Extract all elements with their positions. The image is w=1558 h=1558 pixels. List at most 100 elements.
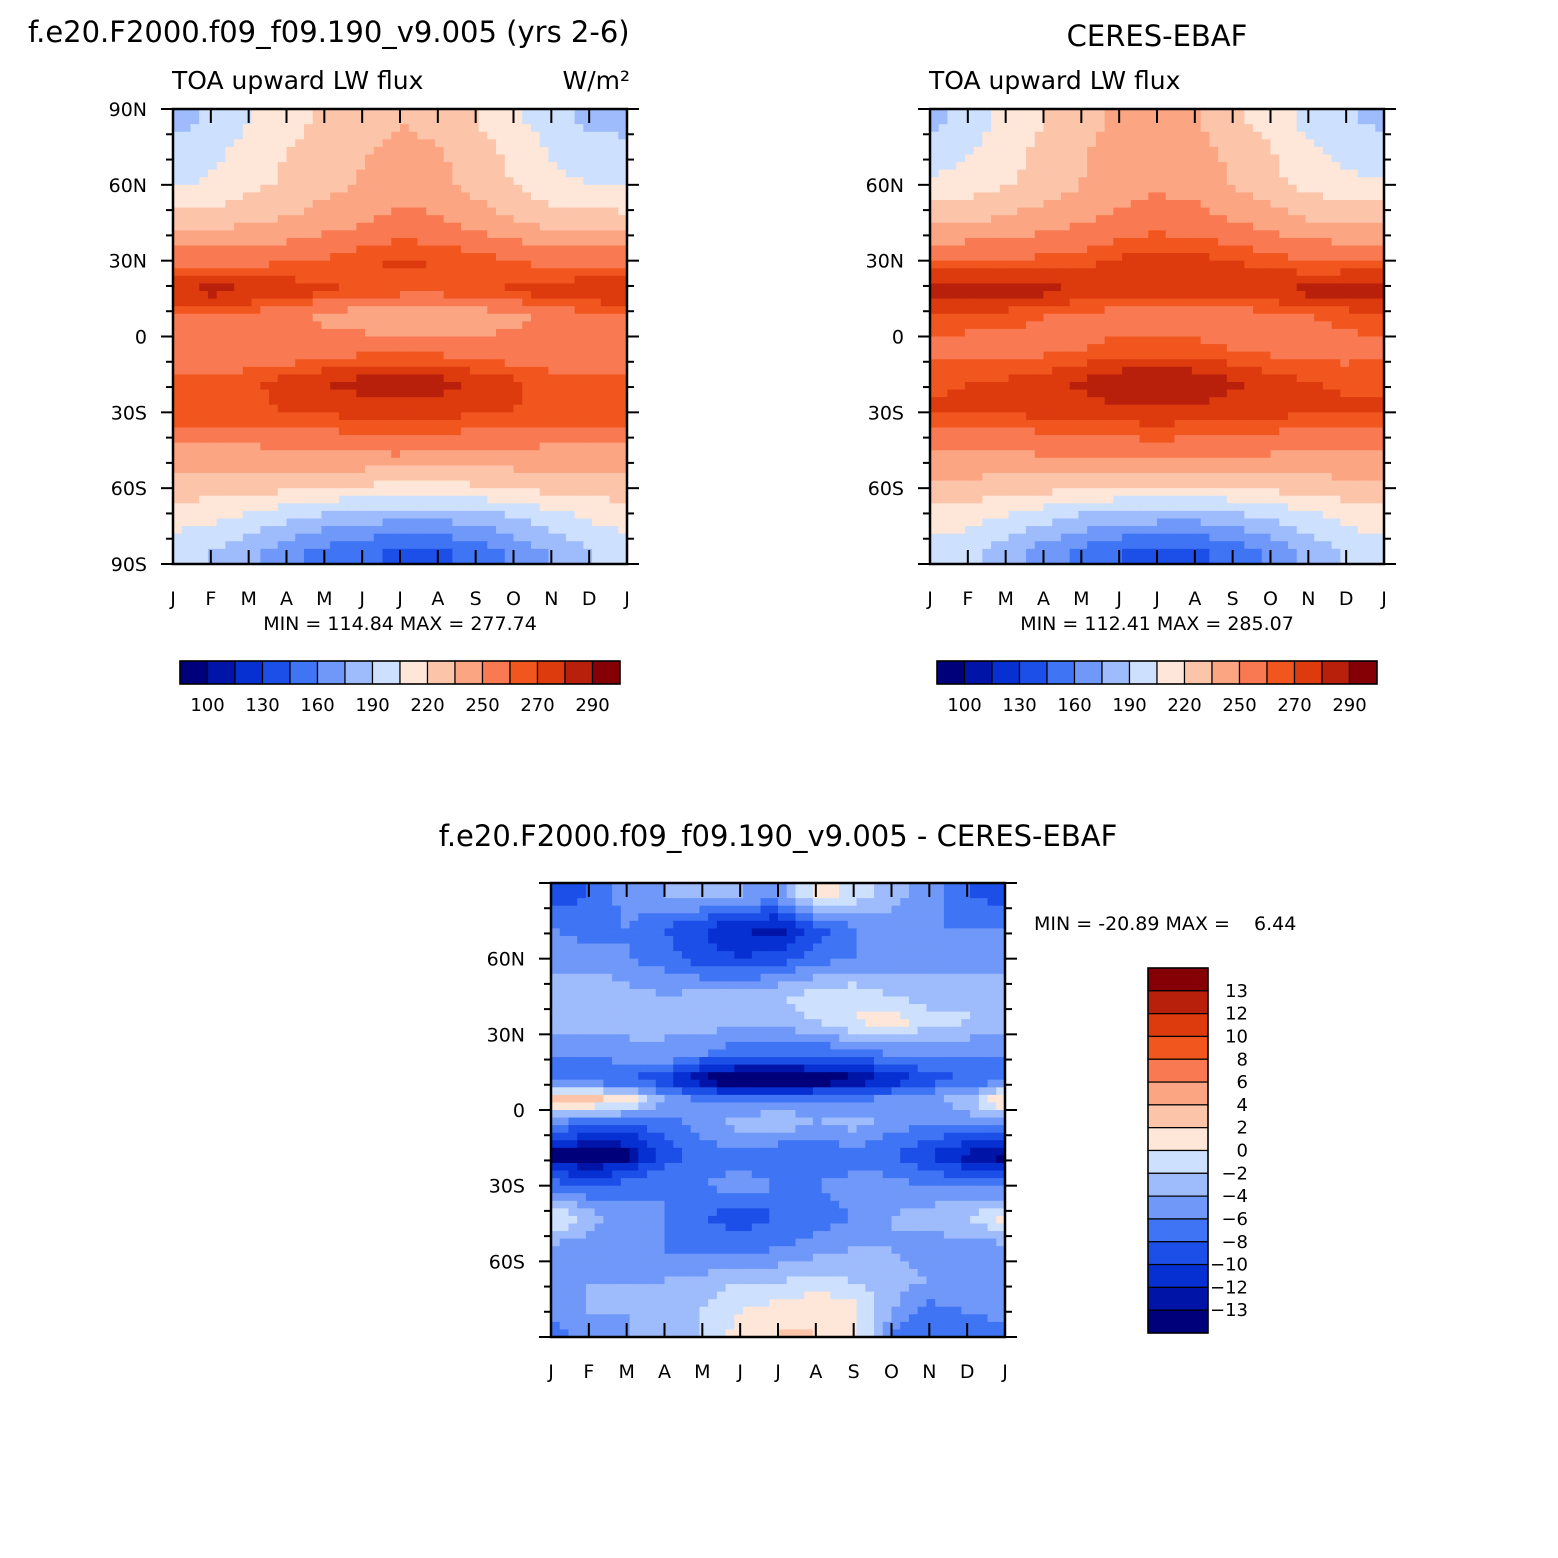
heatmap-cell: [1026, 260, 1036, 269]
heatmap-cell: [330, 154, 340, 163]
heatmap-cell: [426, 510, 436, 520]
heatmap-cell: [373, 503, 384, 512]
heatmap-cell: [1340, 253, 1350, 262]
heatmap-cell: [548, 283, 558, 292]
heatmap-cell: [1174, 359, 1184, 368]
heatmap-cell: [269, 245, 279, 254]
heatmap-cell: [461, 404, 471, 413]
heatmap-cell: [513, 162, 523, 171]
heatmap-cell: [1078, 200, 1088, 209]
heatmap-cell: [1165, 253, 1176, 262]
heatmap-cell: [973, 146, 983, 156]
heatmap-cell: [321, 200, 331, 209]
heatmap-cell: [207, 457, 218, 467]
heatmap-cell: [1008, 177, 1018, 186]
heatmap-cell: [548, 116, 558, 125]
heatmap-cell: [1008, 359, 1018, 368]
heatmap-cell: [1157, 146, 1167, 156]
heatmap-cell: [1200, 253, 1210, 262]
heatmap-cell: [356, 154, 366, 163]
heatmap-cell: [1305, 207, 1315, 216]
heatmap-cell: [382, 526, 392, 535]
heatmap-cell: [469, 533, 480, 542]
heatmap-cell: [574, 374, 584, 383]
heatmap-cell: [295, 533, 305, 542]
heatmap-cell: [947, 245, 957, 254]
heatmap-cell: [1209, 222, 1219, 231]
heatmap-cell: [1314, 260, 1324, 269]
heatmap-cell: [618, 313, 628, 322]
heatmap-cell: [1226, 298, 1237, 307]
heatmap-cell: [1008, 124, 1018, 133]
heatmap-cell: [347, 457, 357, 467]
heatmap-cell: [417, 230, 427, 239]
colorbar-label: 290: [575, 695, 609, 716]
heatmap-cell: [1331, 109, 1341, 118]
heatmap-cell: [1060, 207, 1071, 216]
heatmap-cell: [1157, 351, 1167, 360]
heatmap-cell: [260, 291, 270, 300]
heatmap-cell: [400, 427, 410, 436]
heatmap-cell: [303, 298, 314, 307]
heatmap-cell: [618, 146, 628, 156]
heatmap-cell: [991, 283, 1001, 292]
heatmap-cell: [251, 200, 261, 209]
heatmap-cell: [1366, 275, 1376, 285]
heatmap-cell: [365, 374, 375, 383]
heatmap-cell: [269, 359, 279, 368]
heatmap-cell: [618, 131, 628, 140]
heatmap-cell: [260, 200, 270, 209]
heatmap-cell: [199, 200, 209, 209]
heatmap-cell: [1287, 162, 1298, 171]
heatmap-cell: [373, 480, 384, 489]
heatmap-cell: [973, 237, 983, 247]
heatmap-cell: [1314, 200, 1324, 209]
heatmap-cell: [1104, 321, 1114, 330]
heatmap-cell: [1043, 162, 1053, 171]
heatmap-cell: [513, 237, 523, 247]
heatmap-cell: [1322, 291, 1333, 300]
heatmap-cell: [478, 275, 488, 285]
heatmap-cell: [1366, 192, 1376, 201]
heatmap-cell: [1244, 116, 1254, 125]
heatmap-cell: [1261, 298, 1272, 307]
heatmap-cell: [1130, 154, 1141, 163]
heatmap-cell: [1340, 275, 1350, 285]
heatmap-cell: [443, 328, 453, 338]
heatmap-cell: [1191, 154, 1202, 163]
heatmap-cell: [242, 518, 253, 527]
heatmap-cell: [207, 321, 218, 330]
heatmap-cell: [964, 222, 975, 231]
heatmap-cell: [530, 283, 541, 292]
heatmap-cell: [530, 427, 541, 436]
heatmap-cell: [530, 275, 541, 285]
heatmap-cell: [400, 503, 410, 512]
heatmap-cell: [1034, 313, 1045, 322]
heatmap-cell: [1261, 275, 1272, 285]
heatmap-cell: [557, 116, 567, 125]
heatmap-cell: [618, 177, 628, 186]
heatmap-cell: [1060, 344, 1071, 353]
heatmap-cell: [1305, 184, 1315, 194]
heatmap-cell: [1139, 177, 1149, 186]
heatmap-cell: [999, 162, 1010, 171]
heatmap-cell: [469, 503, 480, 512]
heatmap-cell: [1060, 237, 1071, 247]
heatmap-cell: [513, 518, 523, 527]
heatmap-cell: [1375, 177, 1385, 186]
heatmap-cell: [303, 480, 314, 489]
heatmap-cell: [461, 473, 471, 482]
heatmap-cell: [574, 556, 584, 565]
heatmap-cell: [408, 109, 419, 118]
heatmap-cell: [530, 389, 541, 398]
heatmap-cell: [225, 412, 235, 421]
heatmap-cell: [1139, 291, 1149, 300]
heatmap-cell: [1218, 124, 1228, 133]
heatmap-cell: [330, 419, 340, 429]
heatmap-cell: [956, 131, 966, 140]
heatmap-cell: [181, 526, 192, 535]
heatmap-cell: [216, 450, 226, 459]
heatmap-cell: [1139, 200, 1149, 209]
heatmap-cell: [583, 419, 593, 429]
heatmap-cell: [461, 442, 471, 451]
